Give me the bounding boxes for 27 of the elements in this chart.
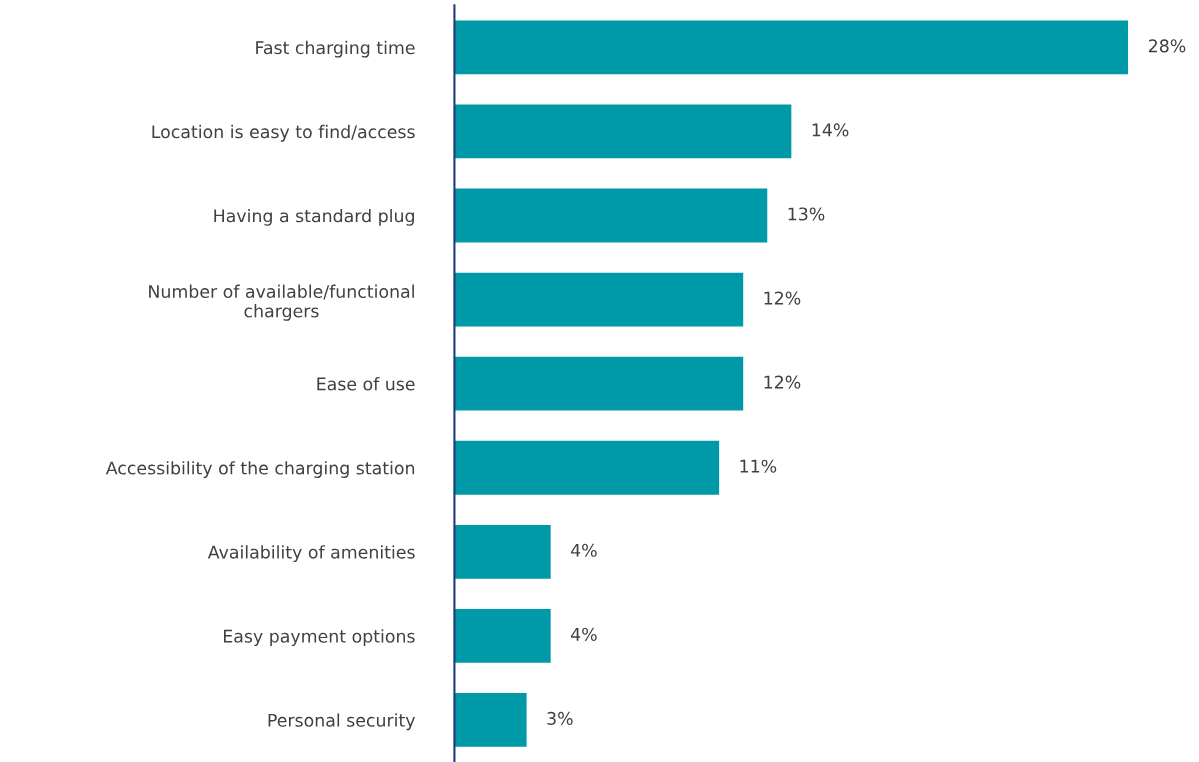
data-label: 12%: [764, 375, 801, 389]
bar: [454, 524, 551, 579]
y-tick-label: Location is easy to find/access: [152, 124, 415, 142]
data-label: 14%: [812, 123, 849, 137]
y-tick-label: Personal security: [268, 713, 416, 731]
y-tick-label: Easy payment options: [223, 629, 415, 647]
bar: [454, 356, 744, 411]
bar: [454, 272, 744, 327]
data-label: 11%: [740, 459, 777, 473]
y-tick-label: Fast charging time: [256, 40, 415, 58]
bar: [454, 608, 551, 663]
bar: [454, 440, 720, 495]
y-tick-label: Having a standard plug: [214, 208, 414, 226]
data-label: 3%: [547, 711, 573, 725]
data-label: 12%: [764, 291, 801, 305]
data-label: 4%: [570, 543, 597, 557]
data-label: 4%: [570, 627, 597, 641]
y-tick-label: Ease of use: [317, 377, 415, 391]
bar: [454, 20, 1129, 75]
data-label: 28%: [1148, 39, 1186, 53]
y-tick-label: Number of available/functional chargers: [149, 284, 414, 321]
y-tick-label: Accessibility of the charging station: [105, 461, 415, 478]
data-label: 13%: [788, 207, 825, 221]
bar: [454, 188, 768, 243]
y-tick-label: Availability of amenities: [207, 545, 415, 563]
bar: [454, 693, 527, 747]
bar: [454, 104, 792, 159]
